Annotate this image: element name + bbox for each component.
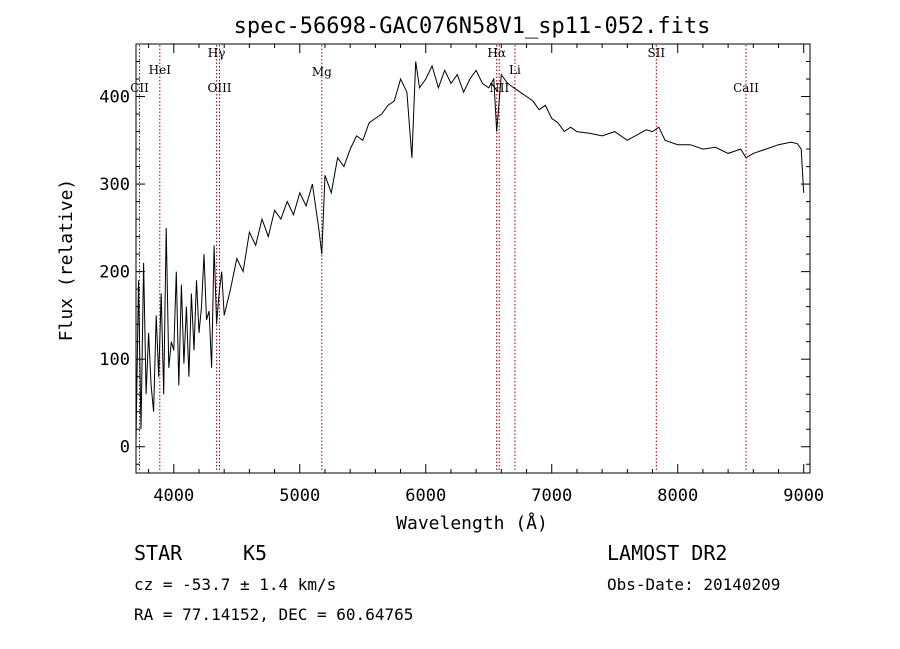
x-tick-label-2: 6000 [405,486,446,506]
line-marker-label-7: Li [509,63,521,77]
x-tick-label-5: 9000 [783,486,824,506]
line-marker-label-2: Hγ [208,46,226,60]
line-marker-label-1: HeI [149,63,172,77]
y-tick-label-2: 200 [99,263,130,283]
y-tick-label-4: 400 [99,88,130,108]
chart-title: spec-56698-GAC076N58V1_sp11-052.fits [234,14,711,39]
y-axis-label: Flux (relative) [56,179,77,342]
spectrum-series-line [135,61,805,443]
object-type: STAR [134,541,183,565]
line-marker-label-3: OIII [207,81,231,95]
x-axis-label: Wavelength (Å) [396,512,548,534]
y-tick-label-3: 300 [99,175,130,195]
y-tick-label-1: 100 [99,350,130,370]
line-marker-label-9: CaII [733,81,759,95]
redshift-text: cz = -53.7 ± 1.4 km/s [134,575,336,594]
x-tick-label-1: 5000 [279,486,320,506]
y-tick-label-0: 0 [120,438,130,458]
plot-frame [135,43,811,474]
line-marker-label-5: Hα [487,46,506,60]
line-marker-label-4: Mg [312,65,332,79]
x-tick-label-3: 7000 [531,486,572,506]
axis-tick-labels: 4000 5000 6000 7000 8000 9000 0 100 200 300 400 [99,88,824,506]
object-subclass: K5 [243,541,267,565]
x-tick-label-4: 8000 [657,486,698,506]
line-marker-label-0: CII [130,81,149,95]
x-tick-label-0: 4000 [153,486,194,506]
spectral-line-markers [139,45,747,472]
obs-date: Obs-Date: 20140209 [607,575,780,594]
line-marker-label-8: SII [647,46,665,60]
coordinates: RA = 77.14152, DEC = 60.64765 [134,605,413,624]
survey-name: LAMOST DR2 [607,541,727,565]
